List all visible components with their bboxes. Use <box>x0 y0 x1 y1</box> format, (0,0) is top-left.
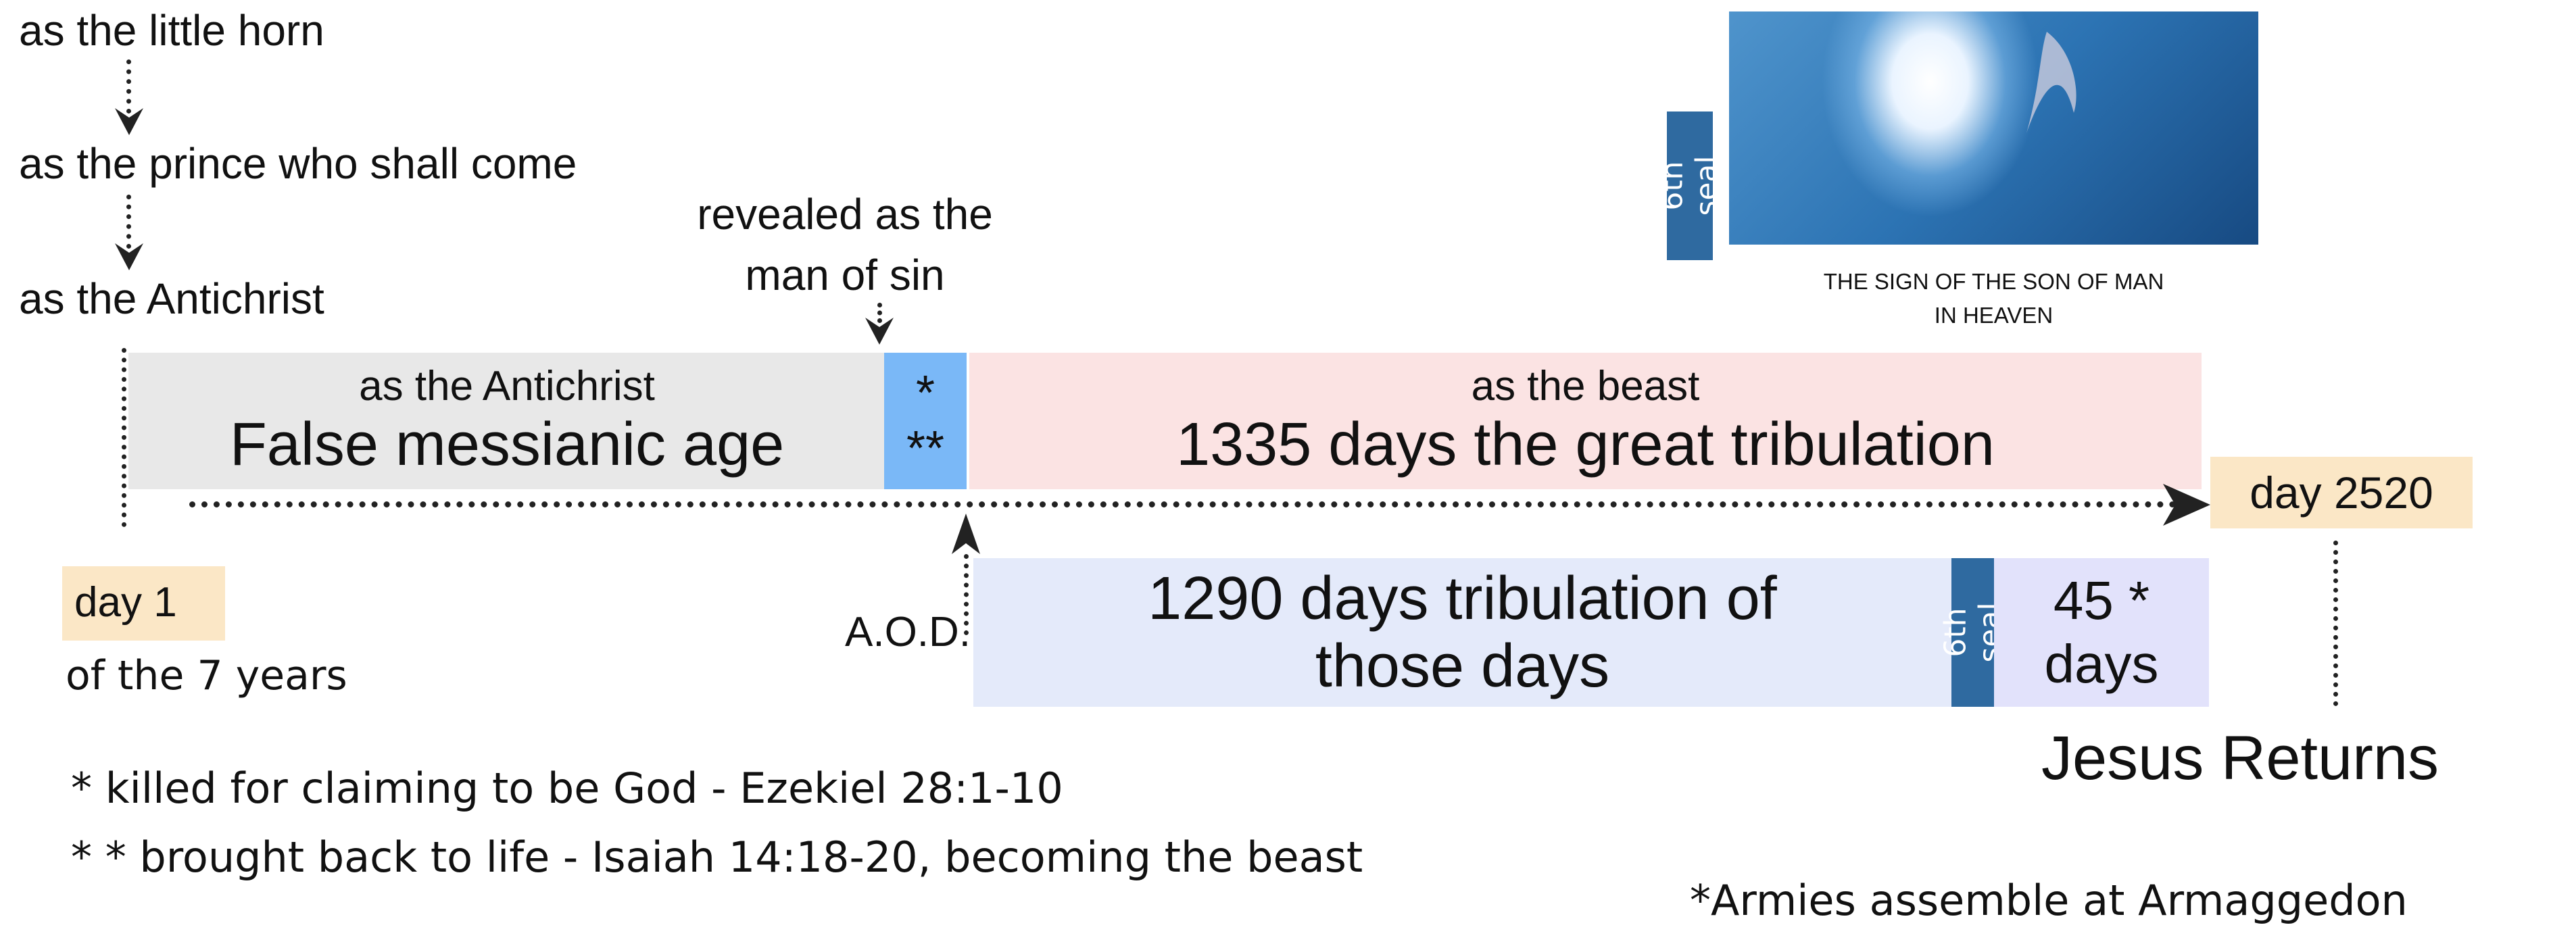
footnote-double-asterisk: * * brought back to life - Isaiah 14:18-… <box>71 832 1363 882</box>
jesus-returns-label: Jesus Returns <box>2041 724 2439 793</box>
arrow-down-icon <box>115 243 143 270</box>
day1-dotted-marker <box>122 348 126 527</box>
bar-title: 1335 days the great tribulation <box>1176 411 1995 478</box>
final-45-days-bar: 45 * days <box>1994 558 2209 707</box>
day-1-sublabel: of the 7 years <box>66 652 347 699</box>
revealed-label-line1: revealed as the <box>697 190 993 239</box>
jesus-returns-dotted-marker <box>2333 541 2338 706</box>
great-tribulation-bar: as the beast 1335 days the great tribula… <box>969 353 2202 489</box>
day-2520-marker: day 2520 <box>2210 457 2473 528</box>
sickle-icon <box>2026 32 2076 133</box>
bar-title-line1: 1290 days tribulation of <box>1148 565 1777 632</box>
bar-title-line1: 45 * <box>2053 570 2150 630</box>
image-caption-line2: IN HEAVEN <box>1934 303 2053 328</box>
stage-little-horn: as the little horn <box>19 6 324 55</box>
seal-label-badge: 6th seal <box>1655 111 1724 260</box>
seal-label: 6th seal <box>1655 155 1724 216</box>
sign-of-son-of-man-image <box>1729 11 2258 245</box>
arrow-down-icon <box>115 108 143 135</box>
tribulation-1290-bar: 1290 days tribulation of those days <box>973 558 1951 707</box>
death-resurrection-bar: * ** <box>884 353 967 489</box>
day-1-marker: day 1 <box>62 566 225 641</box>
arrow-up-icon <box>952 514 980 554</box>
footnote-single-asterisk: * killed for claiming to be God - Ezekie… <box>71 764 1063 813</box>
seal-6-bar: 6th seal <box>1939 558 2008 707</box>
bar-subtitle: as the beast <box>1471 363 1700 409</box>
bar-title-line2: days <box>2044 634 2159 694</box>
stage-prince: as the prince who shall come <box>19 139 577 188</box>
bar-title: False messianic age <box>229 411 785 478</box>
dotted-connector <box>126 195 131 249</box>
bar-subtitle: as the Antichrist <box>359 363 655 409</box>
arrow-right-icon <box>2163 484 2210 526</box>
asterisk-single: * <box>915 366 935 420</box>
day-1-label: day 1 <box>74 579 177 626</box>
image-caption-line1: THE SIGN OF THE SON OF MAN <box>1823 269 2164 294</box>
timeline-dotted-line <box>189 501 2177 507</box>
asterisk-double: ** <box>906 422 945 476</box>
false-messianic-age-bar: as the Antichrist False messianic age <box>128 353 885 489</box>
stage-antichrist: as the Antichrist <box>19 274 324 323</box>
dotted-connector <box>877 303 882 323</box>
footnote-armageddon: *Armies assemble at Armaggedon <box>1690 876 2408 925</box>
dotted-connector <box>126 59 131 114</box>
arrow-down-icon <box>865 318 894 345</box>
aod-dotted-marker <box>964 554 969 635</box>
revealed-label-line2: man of sin <box>745 251 945 299</box>
bar-title-line2: those days <box>1315 632 1610 700</box>
